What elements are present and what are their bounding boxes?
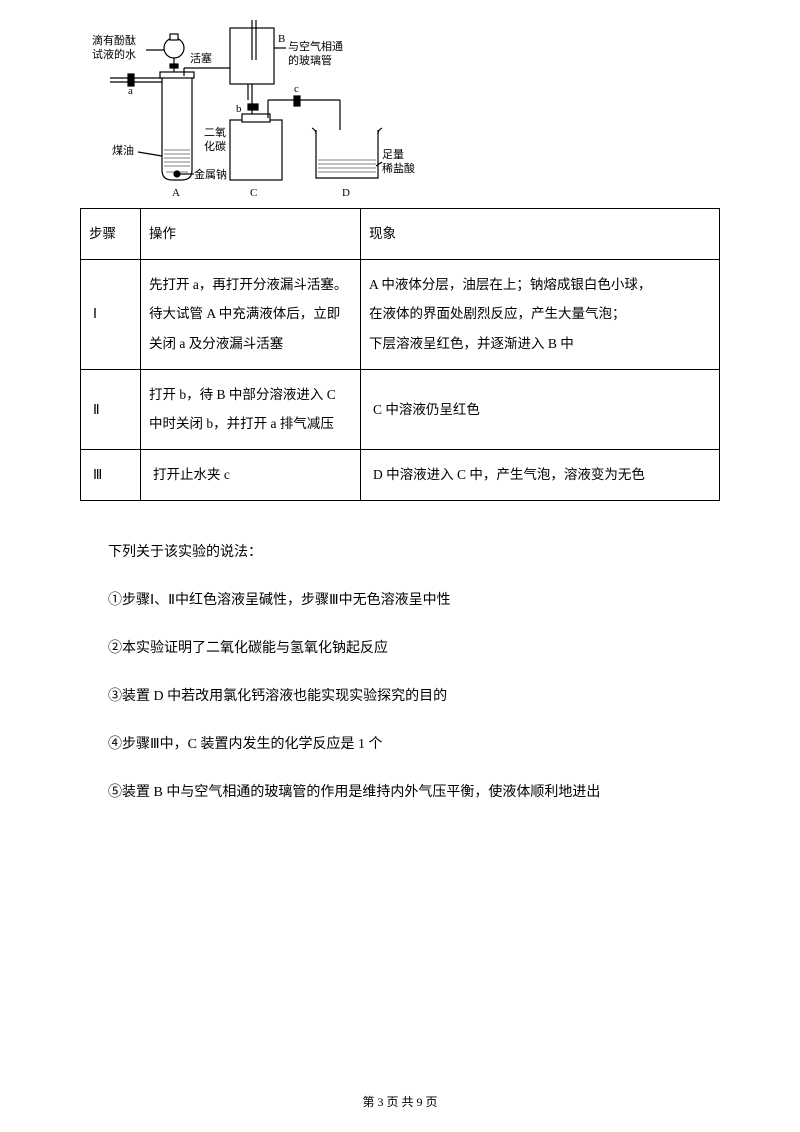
ph-line: 下层溶液呈红色，并逐渐进入 B 中 [369,329,711,359]
statement-item: ④步骤Ⅲ中，C 装置内发生的化学反应是 1 个 [80,733,720,753]
th-step: 步骤 [81,209,141,260]
label-co2-l2: 化碳 [204,139,226,153]
cell-step-1: Ⅰ [81,259,141,369]
label-hcl-l1: 足量 [382,148,404,161]
op-line: 关闭 a 及分液漏斗活塞 [149,329,352,359]
table-row: Ⅰ 先打开 a，再打开分液漏斗活塞。 待大试管 A 中充满液体后，立即 关闭 a… [81,259,720,369]
page-footer: 第 3 页 共 9 页 [0,1093,800,1110]
label-B: B [278,33,285,45]
cell-step-2: Ⅱ [81,369,141,449]
label-reagent-l2: 试液的水 [92,47,136,61]
table-header-row: 步骤 操作 现象 [81,209,720,260]
table-row: Ⅱ 打开 b，待 B 中部分溶液进入 C 中时关闭 b，并打开 a 排气减压 C… [81,369,720,449]
label-stopper: 活塞 [190,51,212,65]
ph-line: C 中溶液仍呈红色 [373,395,711,425]
statements-intro: 下列关于该实验的说法： [80,541,720,561]
ph-line: A 中液体分层，油层在上；钠熔成银白色小球， [369,270,711,300]
label-airtube-l2: 的玻璃管 [288,53,332,67]
cell-ph-3: D 中溶液进入 C 中，产生气泡，溶液变为无色 [361,450,720,501]
table-row: Ⅲ 打开止水夹 c D 中溶液进入 C 中，产生气泡，溶液变为无色 [81,450,720,501]
ph-line: 在液体的界面处剧烈反应，产生大量气泡； [369,299,711,329]
op-line: 打开止水夹 c [153,460,352,490]
label-b: b [236,103,242,115]
cell-op-1: 先打开 a，再打开分液漏斗活塞。 待大试管 A 中充满液体后，立即 关闭 a 及… [141,259,361,369]
op-line: 中时关闭 b，并打开 a 排气减压 [149,409,352,439]
statement-item: ③装置 D 中若改用氯化钙溶液也能实现实验探究的目的 [80,685,720,705]
apparatus-diagram: 滴有酚酞 试液的水 活塞 a 煤油 金属钠 A [90,20,720,200]
cell-op-3: 打开止水夹 c [141,450,361,501]
experiment-table: 步骤 操作 现象 Ⅰ 先打开 a，再打开分液漏斗活塞。 待大试管 A 中充满液体… [80,208,720,501]
label-D: D [342,187,350,199]
statement-item: ②本实验证明了二氧化碳能与氢氧化钠起反应 [80,637,720,657]
label-kerosene: 煤油 [112,143,134,157]
ph-line: D 中溶液进入 C 中，产生气泡，溶液变为无色 [373,460,711,490]
statements-block: 下列关于该实验的说法： ①步骤Ⅰ、Ⅱ中红色溶液呈碱性，步骤Ⅲ中无色溶液呈中性 ②… [80,541,720,801]
cell-step-3: Ⅲ [81,450,141,501]
op-line: 先打开 a，再打开分液漏斗活塞。 [149,270,352,300]
label-airtube-l1: 与空气相通 [288,39,343,53]
label-C: C [250,187,257,199]
cell-ph-2: C 中溶液仍呈红色 [361,369,720,449]
cell-op-2: 打开 b，待 B 中部分溶液进入 C 中时关闭 b，并打开 a 排气减压 [141,369,361,449]
statement-item: ⑤装置 B 中与空气相通的玻璃管的作用是维持内外气压平衡，使液体顺利地进出 [80,781,720,801]
label-reagent-l1: 滴有酚酞 [92,33,136,47]
th-phenomenon: 现象 [361,209,720,260]
statement-item: ①步骤Ⅰ、Ⅱ中红色溶液呈碱性，步骤Ⅲ中无色溶液呈中性 [80,589,720,609]
cell-ph-1: A 中液体分层，油层在上；钠熔成银白色小球， 在液体的界面处剧烈反应，产生大量气… [361,259,720,369]
label-sodium: 金属钠 [194,167,227,181]
label-a: a [128,85,133,97]
label-A: A [172,187,180,199]
label-hcl-l2: 稀盐酸 [382,161,415,175]
op-line: 待大试管 A 中充满液体后，立即 [149,299,352,329]
op-line: 打开 b，待 B 中部分溶液进入 C [149,380,352,410]
th-operation: 操作 [141,209,361,260]
label-co2-l1: 二氧 [204,125,226,139]
label-c: c [294,83,299,95]
